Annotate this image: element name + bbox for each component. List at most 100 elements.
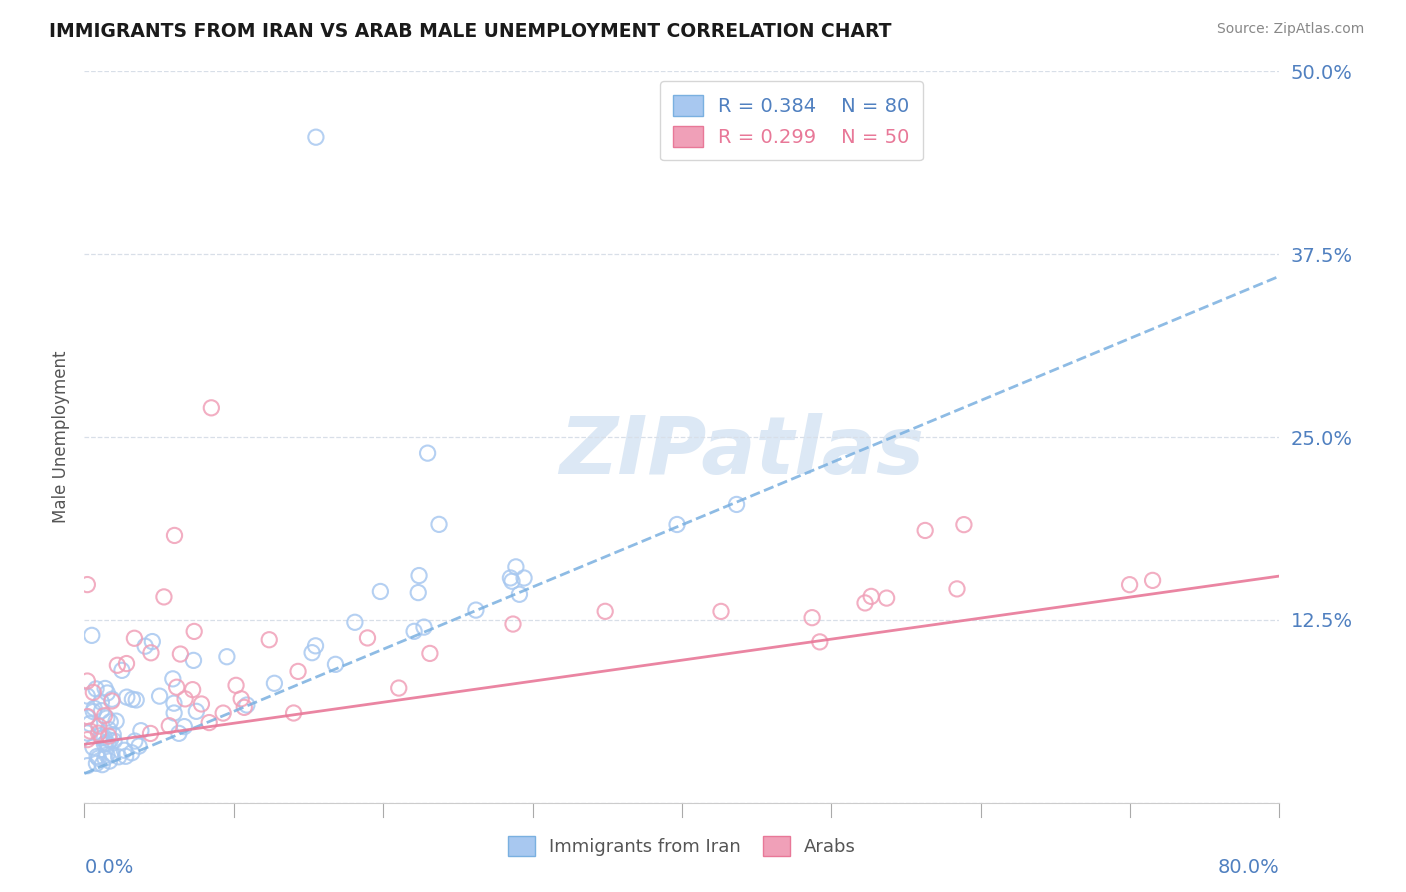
Point [90, 731, 112, 745]
Point [666, 517, 689, 532]
Point [76, 726, 98, 740]
Point [97, 737, 120, 751]
Point [76, 758, 98, 772]
Point [111, 664, 134, 678]
Point [413, 620, 436, 634]
Point [93, 731, 115, 745]
Point [725, 498, 748, 512]
Point [860, 590, 883, 604]
Text: ZIPatlas: ZIPatlas [560, 413, 924, 491]
Point [212, 706, 235, 720]
Point [215, 649, 238, 664]
Point [416, 446, 439, 460]
Point [91, 757, 114, 772]
Point [325, 657, 347, 672]
Point [87, 751, 110, 765]
Point [115, 657, 138, 671]
Point [76, 689, 98, 703]
Legend: Immigrants from Iran, Arabs: Immigrants from Iran, Arabs [501, 829, 863, 863]
Point [166, 680, 188, 694]
Text: 80.0%: 80.0% [1218, 858, 1279, 878]
Point [236, 698, 259, 712]
Point [914, 524, 936, 538]
Text: 0.0%: 0.0% [84, 858, 134, 878]
Point [946, 582, 969, 596]
Point [103, 728, 125, 742]
Point [124, 734, 146, 748]
Point [93, 737, 115, 751]
Point [76, 674, 98, 689]
Point [163, 706, 186, 720]
Point [125, 693, 148, 707]
Point [287, 665, 309, 679]
Point [283, 706, 305, 720]
Point [190, 697, 212, 711]
Point [370, 584, 392, 599]
Point [200, 401, 222, 415]
Point [406, 585, 429, 599]
Point [169, 647, 191, 661]
Point [304, 639, 326, 653]
Point [162, 672, 184, 686]
Point [141, 634, 163, 648]
Point [97, 723, 120, 737]
Point [128, 739, 150, 753]
Point [1142, 574, 1164, 588]
Point [263, 676, 285, 690]
Point [82, 705, 104, 719]
Point [167, 726, 190, 740]
Point [198, 715, 221, 730]
Point [105, 658, 128, 673]
Text: Source: ZipAtlas.com: Source: ZipAtlas.com [1216, 22, 1364, 37]
Point [183, 653, 205, 667]
Point [90, 695, 112, 709]
Point [94, 751, 117, 765]
Point [139, 726, 162, 740]
Point [94, 681, 117, 696]
Point [404, 624, 426, 639]
Point [408, 568, 430, 582]
Point [87, 719, 110, 733]
Point [305, 130, 328, 145]
Point [356, 631, 378, 645]
Point [501, 574, 523, 589]
Point [96, 747, 118, 762]
Point [121, 746, 143, 760]
Point [101, 692, 124, 706]
Point [101, 747, 124, 761]
Point [502, 617, 524, 632]
Point [301, 646, 323, 660]
Point [96, 711, 118, 725]
Point [233, 700, 256, 714]
Point [257, 632, 280, 647]
Point [186, 704, 208, 718]
Point [82, 685, 104, 699]
Point [101, 694, 124, 708]
Point [163, 528, 186, 542]
Point [157, 719, 180, 733]
Point [121, 692, 143, 706]
Point [79, 724, 101, 739]
Point [508, 587, 530, 601]
Point [134, 639, 156, 653]
Point [76, 732, 98, 747]
Point [505, 560, 527, 574]
Point [801, 610, 824, 624]
Point [808, 635, 831, 649]
Point [79, 716, 101, 731]
Point [225, 678, 247, 692]
Point [427, 517, 450, 532]
Point [80, 628, 103, 642]
Point [419, 647, 441, 661]
Point [464, 603, 486, 617]
Point [139, 646, 162, 660]
Point [97, 729, 120, 743]
Point [181, 682, 204, 697]
Point [103, 734, 125, 748]
Point [163, 696, 186, 710]
Point [114, 749, 136, 764]
Point [76, 577, 98, 591]
Point [96, 686, 118, 700]
Point [76, 710, 98, 724]
Text: IMMIGRANTS FROM IRAN VS ARAB MALE UNEMPLOYMENT CORRELATION CHART: IMMIGRANTS FROM IRAN VS ARAB MALE UNEMPL… [49, 22, 891, 41]
